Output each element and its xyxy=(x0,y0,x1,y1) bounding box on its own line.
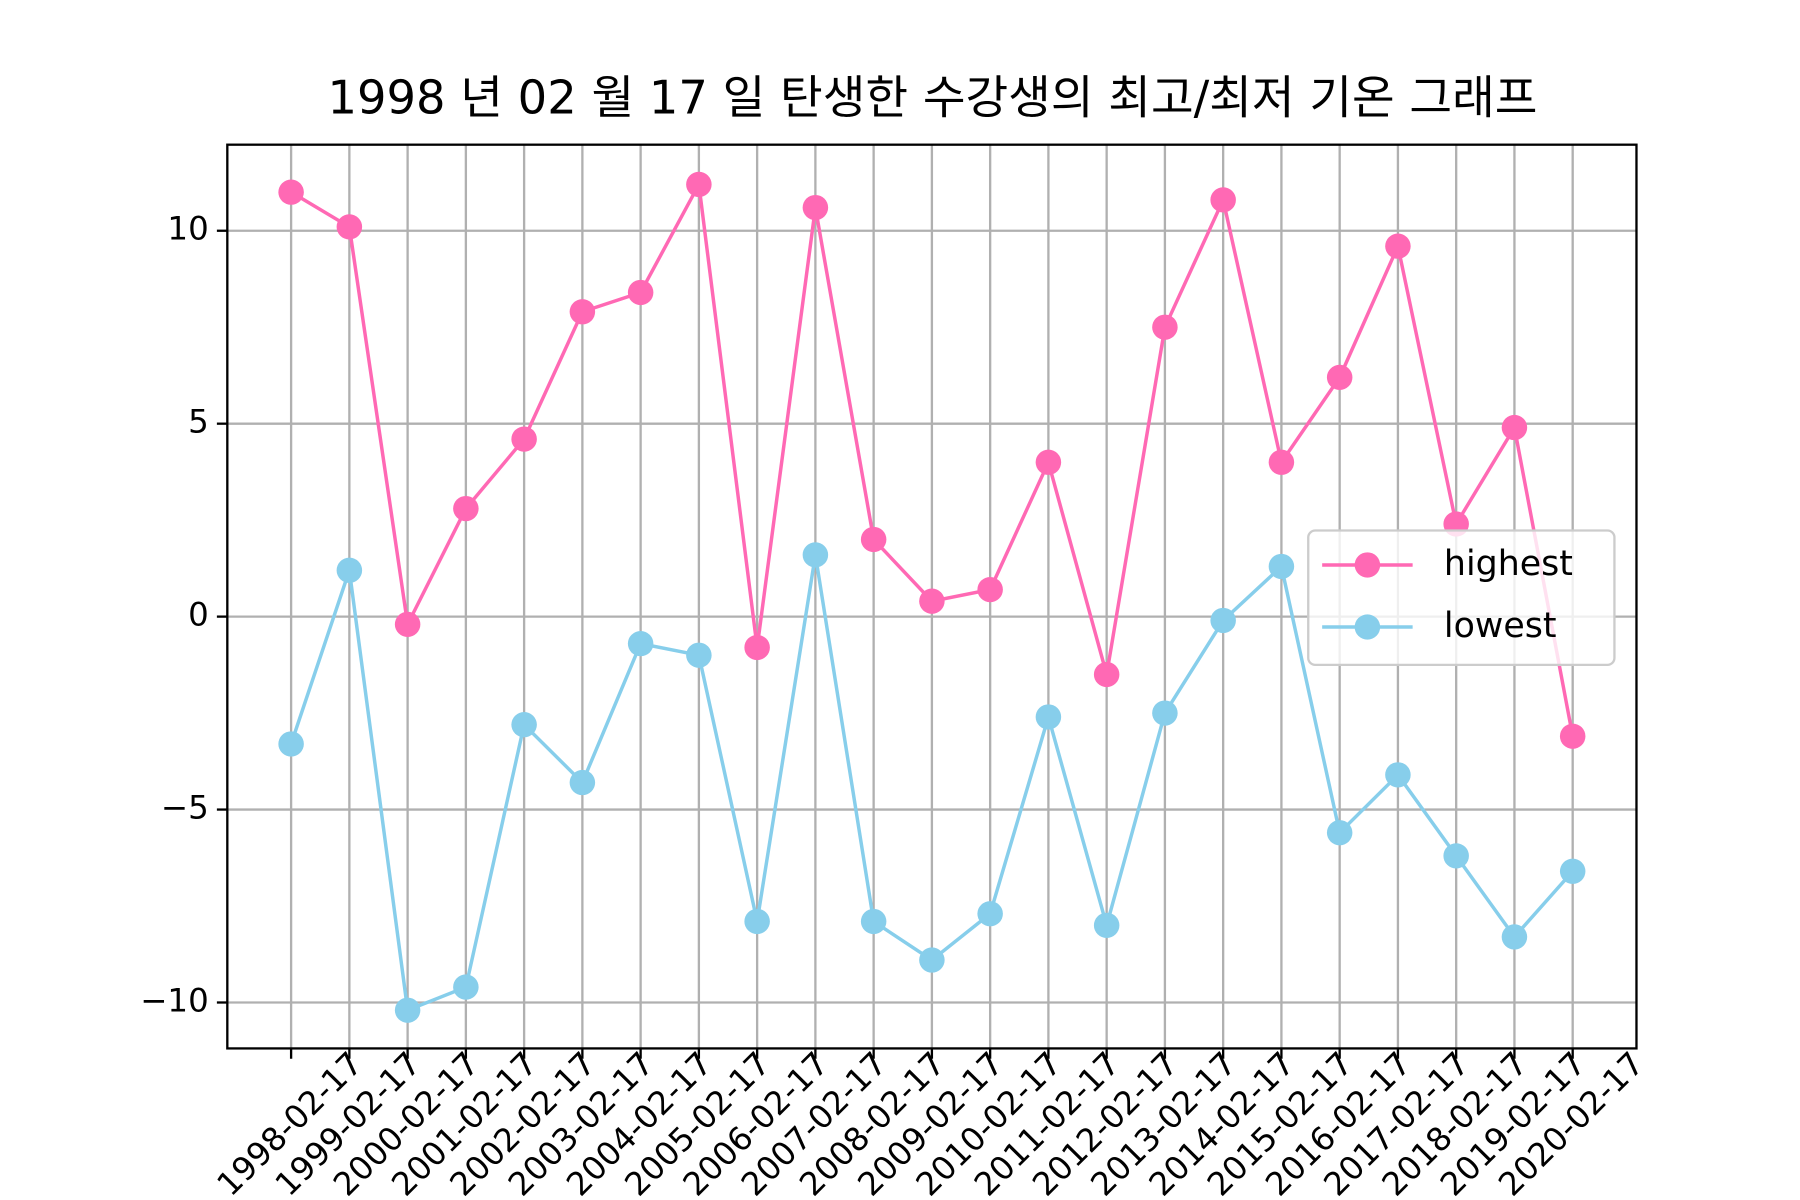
y-tick-label: −10 xyxy=(140,982,209,1020)
data-point xyxy=(278,731,304,757)
data-point xyxy=(1501,924,1528,950)
data-point xyxy=(394,611,421,637)
data-point xyxy=(1210,187,1236,213)
y-tick-label: −5 xyxy=(161,789,209,827)
data-point xyxy=(686,171,712,198)
data-point xyxy=(394,997,421,1023)
data-point xyxy=(511,712,537,738)
data-point xyxy=(1152,700,1178,726)
plot-frame xyxy=(226,143,1638,1050)
data-point xyxy=(511,426,537,452)
data-point xyxy=(1326,820,1353,846)
data-point xyxy=(860,908,887,935)
data-point xyxy=(1443,843,1469,869)
data-point xyxy=(627,279,654,306)
data-point xyxy=(1385,233,1411,259)
data-point xyxy=(860,526,887,553)
chart-title: 1998 년 02 월 17 일 탄생한 수강생의 최고/최저 기온 그래프 xyxy=(327,71,1537,125)
legend-label: highest xyxy=(1444,544,1573,584)
data-point xyxy=(627,631,654,657)
data-point xyxy=(1035,449,1062,475)
y-tick-label: 5 xyxy=(188,403,209,441)
data-point xyxy=(686,642,712,668)
legend-marker xyxy=(1354,614,1381,640)
data-point xyxy=(1501,414,1528,441)
data-point xyxy=(1093,912,1120,938)
data-point xyxy=(1559,858,1586,884)
data-point xyxy=(1093,661,1120,688)
data-point xyxy=(1268,449,1295,475)
data-point xyxy=(569,769,596,796)
data-point xyxy=(802,194,829,221)
data-point xyxy=(977,901,1003,927)
data-point xyxy=(977,576,1003,603)
data-point xyxy=(1152,314,1178,340)
data-point xyxy=(453,495,479,522)
y-tick-label: 0 xyxy=(188,596,209,634)
legend-marker xyxy=(1354,552,1381,578)
y-tick-label: 10 xyxy=(167,210,208,248)
data-point xyxy=(336,214,363,240)
data-point xyxy=(744,634,770,661)
data-point xyxy=(919,588,945,614)
data-point xyxy=(744,908,770,935)
data-point xyxy=(1326,364,1353,391)
data-point xyxy=(1210,607,1236,634)
data-point xyxy=(453,974,479,1000)
data-point xyxy=(802,542,829,568)
data-point xyxy=(1385,762,1411,788)
data-point xyxy=(919,947,945,973)
data-point xyxy=(336,557,363,583)
legend-label: lowest xyxy=(1444,606,1557,646)
data-point xyxy=(1268,553,1295,580)
data-point xyxy=(1035,704,1062,730)
data-point xyxy=(1559,723,1586,749)
data-point xyxy=(278,179,304,205)
data-point xyxy=(569,299,596,325)
